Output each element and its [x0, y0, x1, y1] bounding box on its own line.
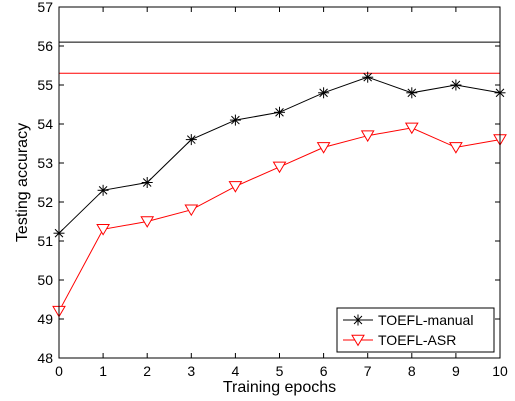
- legend-marker: [351, 334, 365, 347]
- x-tick-label: 4: [232, 363, 240, 379]
- x-axis-title: Training epochs: [223, 379, 336, 396]
- y-tick-label: 51: [37, 233, 53, 249]
- x-tick-label: 6: [320, 363, 328, 379]
- y-axis: 48 49 50 51 52 53 54 55 56 57: [37, 0, 500, 366]
- legend: TOEFL-manual TOEFL-ASR: [336, 307, 495, 353]
- data-point: [140, 216, 155, 228]
- data-point: [406, 87, 418, 99]
- y-tick-label: 48: [37, 350, 53, 366]
- data-point: [450, 79, 462, 91]
- data-point: [272, 161, 287, 174]
- y-tick-label: 57: [37, 0, 53, 15]
- data-point: [274, 106, 285, 118]
- data-point: [362, 71, 374, 83]
- data-point: [318, 87, 330, 99]
- reference-lines: [59, 41, 500, 74]
- legend-label: TOEFL-ASR: [378, 332, 456, 348]
- data-point: [229, 114, 241, 126]
- y-tick-label: 55: [37, 77, 53, 93]
- y-tick-label: 53: [37, 155, 53, 171]
- y-tick-label: 56: [37, 38, 53, 54]
- series-layer: [52, 71, 507, 318]
- data-point: [316, 142, 331, 154]
- x-tick-label: 2: [143, 363, 151, 379]
- legend-box: [336, 307, 495, 353]
- data-point: [141, 177, 153, 188]
- x-tick-label: 1: [99, 363, 107, 379]
- x-tick-label: 3: [187, 363, 195, 379]
- legend-item-0: TOEFL-manual: [343, 312, 473, 328]
- legend-marker: [352, 314, 364, 326]
- y-tick-label: 49: [37, 311, 53, 327]
- y-tick-label: 50: [37, 272, 53, 288]
- data-point: [185, 134, 197, 146]
- x-tick-label: 7: [364, 363, 372, 379]
- y-tick-label: 54: [37, 116, 53, 132]
- data-point: [228, 181, 243, 193]
- x-tick-label: 9: [452, 363, 460, 379]
- x-tick-label: 10: [492, 363, 508, 379]
- data-point: [404, 122, 419, 135]
- x-tick-label: 5: [276, 363, 284, 379]
- y-tick-label: 52: [37, 194, 53, 210]
- data-point: [96, 224, 110, 236]
- data-point: [360, 130, 375, 143]
- data-point: [184, 204, 199, 217]
- x-tick-label: 0: [55, 363, 63, 379]
- legend-item-1: TOEFL-ASR: [343, 332, 456, 348]
- data-point: [97, 184, 109, 196]
- data-point: [449, 142, 463, 154]
- y-axis-title: Testing accuracy: [14, 123, 31, 242]
- x-axis: 0 1 2 3 4 5 6 7 8 9 10: [55, 7, 508, 379]
- x-tick-label: 8: [408, 363, 416, 379]
- series-0: [53, 71, 506, 239]
- legend-label: TOEFL-manual: [378, 312, 473, 328]
